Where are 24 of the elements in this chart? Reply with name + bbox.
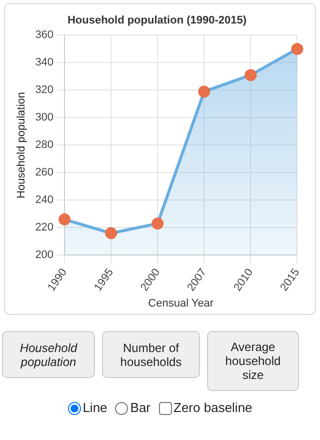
point: [198, 86, 210, 98]
y-tick-label: 280: [35, 139, 54, 152]
y-tick-label: 360: [35, 29, 54, 42]
y-tick-label: 240: [35, 194, 54, 206]
text: Zero baseline: [172, 400, 252, 415]
y-tick-label: 220: [35, 222, 54, 234]
point: [152, 218, 164, 230]
button[interactable]: Average household size: [207, 331, 299, 391]
y-tick-label: 200: [35, 249, 54, 262]
button[interactable]: Number of households: [102, 331, 200, 378]
y-tick-label: 320: [35, 84, 54, 96]
point: [58, 213, 71, 226]
chart-title: Household population (1990-2015): [67, 14, 247, 27]
text: Line: [82, 400, 108, 415]
text: Bar: [129, 400, 151, 415]
x-axis-title: Censual Year: [148, 297, 214, 310]
y-axis-title: Household population: [16, 92, 28, 198]
y-tick-label: 300: [35, 112, 54, 124]
y-tick-label: 340: [35, 56, 54, 69]
point: [105, 227, 118, 240]
y-tick-label: 260: [35, 166, 54, 179]
point: [244, 69, 257, 82]
point: [291, 42, 304, 55]
button[interactable]: Household population: [2, 331, 95, 378]
